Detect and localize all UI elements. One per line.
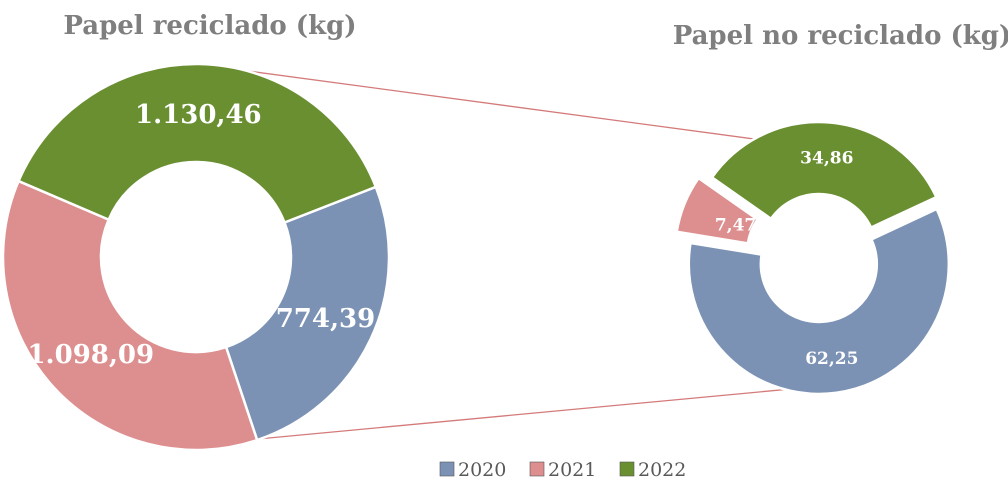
legend-label-2021: 2021 — [548, 459, 596, 481]
label-reciclado-2022: 1.130,46 — [135, 100, 262, 130]
legend-label-2020: 2020 — [458, 459, 506, 481]
label-no-reciclado-2020: 62,25 — [805, 349, 858, 369]
legend: 2020 2021 2022 — [439, 459, 686, 481]
label-reciclado-2020: 774,39 — [276, 304, 376, 334]
legend-swatch-2022 — [619, 461, 635, 477]
slice-reciclado-2020 — [224, 185, 391, 442]
connector-line-top — [195, 63, 764, 141]
slice-no-reciclado-2022 — [710, 120, 939, 230]
connector-line-bottom — [165, 386, 807, 449]
legend-swatch-2020 — [439, 461, 455, 477]
donut-no-reciclado: 62,25 7,47 34,86 — [675, 120, 951, 396]
slice-reciclado-2021 — [1, 179, 259, 452]
legend-swatch-2021 — [529, 461, 545, 477]
slice-no-reciclado-2021 — [675, 176, 760, 245]
slice-reciclado-2022 — [16, 62, 378, 225]
connector-lines — [165, 63, 807, 449]
title-no-reciclado: Papel no reciclado (kg) — [673, 21, 1008, 51]
legend-label-2022: 2022 — [638, 459, 686, 481]
title-reciclado: Papel reciclado (kg) — [63, 11, 356, 41]
label-no-reciclado-2022: 34,86 — [800, 148, 853, 168]
donut-reciclado: 774,39 1.098,09 1.130,46 — [1, 62, 391, 452]
slice-no-reciclado-2020 — [687, 207, 951, 396]
label-reciclado-2021: 1.098,09 — [27, 340, 154, 370]
label-no-reciclado-2021: 7,47 — [715, 215, 756, 235]
